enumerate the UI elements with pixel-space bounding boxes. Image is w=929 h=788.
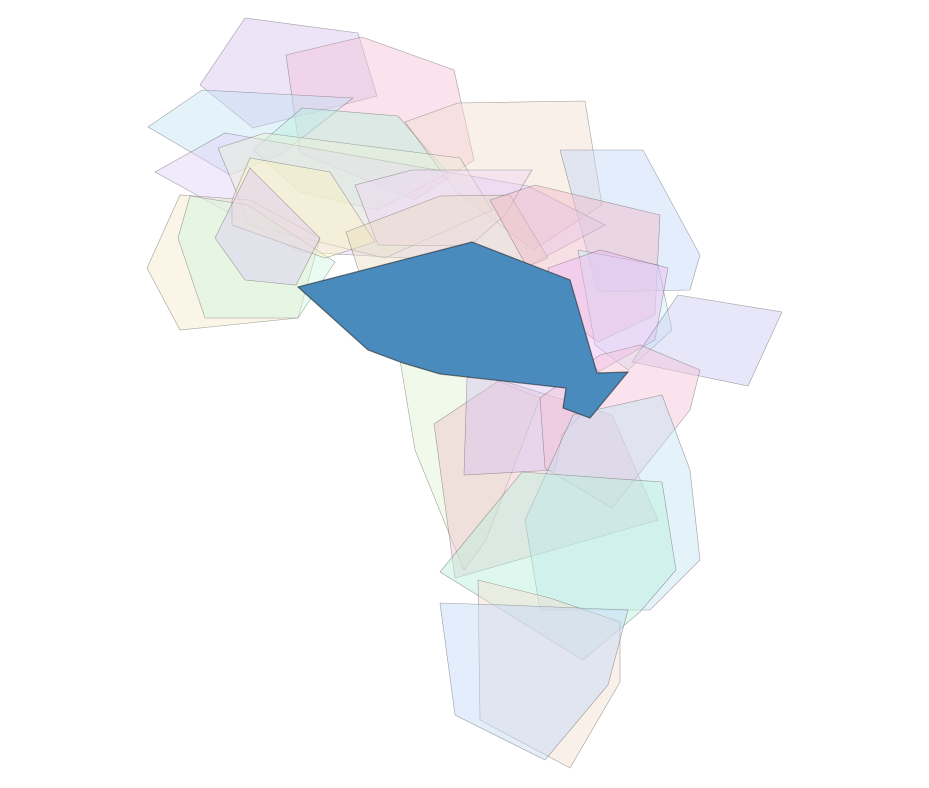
highlight-layer xyxy=(296,241,630,419)
map-region xyxy=(177,195,336,319)
map-region xyxy=(477,579,621,769)
map-region xyxy=(631,294,783,387)
map-region xyxy=(577,249,673,371)
map-region xyxy=(433,379,659,579)
map-region xyxy=(154,132,606,266)
map-region xyxy=(354,169,533,247)
map-region xyxy=(439,602,629,761)
region-layer xyxy=(146,17,783,769)
map-region xyxy=(404,100,603,251)
highlighted-region[interactable] xyxy=(296,241,630,419)
map-region xyxy=(214,167,321,286)
map-region xyxy=(439,471,677,661)
map-region xyxy=(147,89,354,176)
map-region xyxy=(285,36,475,201)
map-region xyxy=(252,107,449,211)
map-region xyxy=(524,394,701,611)
map-region xyxy=(231,157,376,259)
map-region xyxy=(559,149,701,293)
